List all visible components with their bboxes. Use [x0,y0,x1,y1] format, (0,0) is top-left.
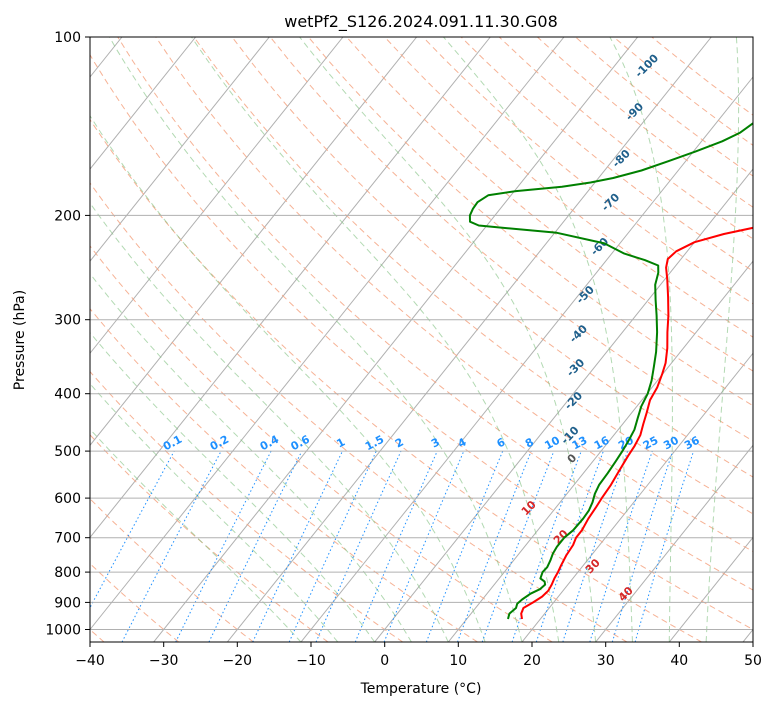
y-tick-label: 200 [54,208,81,224]
plot-frame [89,36,754,643]
moist-adiabat-line [609,37,673,642]
mixing-ratio-line [511,450,582,642]
x-tick-label: −20 [223,653,253,669]
dry-adiabat-line [308,37,753,407]
mixing-ratio-line [175,450,272,642]
x-tick-label: 0 [380,653,389,669]
x-tick-label: 40 [670,653,688,669]
dry-adiabat-line [90,434,329,642]
x-tick-label: −10 [296,653,326,669]
dry-adiabat-line [90,562,180,642]
dry-adiabat-line [90,370,404,642]
moist-adiabat-line [705,37,740,642]
dry-adiabat-line [90,53,753,631]
dry-adiabat-line [117,37,753,591]
y-axis-label: Pressure (hPa) [12,290,28,390]
mixing-ratio-line [634,450,695,642]
mixing-ratio-line [90,450,175,609]
isotherm-line [90,37,418,447]
isotherm-line [668,536,753,642]
dry-adiabat-line [346,37,753,372]
mixing-ratio-line [315,450,402,642]
dry-adiabat-line [90,307,478,642]
mixing-ratio-label: 16 [592,434,612,453]
mixing-ratio-line [425,450,504,642]
y-tick-label: 100 [54,30,81,46]
mixing-ratio-label: 25 [641,434,661,453]
mixing-ratio-line [611,450,674,642]
mixing-ratio-line [383,450,465,642]
mixing-ratio-line [562,450,629,642]
isotherm-line [521,352,753,642]
mixing-ratio-line [535,450,604,642]
x-tick-label: −40 [75,653,105,669]
isotherm-line [90,37,197,170]
y-tick-label: 900 [54,595,81,611]
mixing-ratio-line [208,450,303,642]
isotherm-line [447,260,753,642]
moist-adiabat-line [90,202,449,642]
y-tick-label: 600 [54,491,81,507]
isotherm-line [374,168,753,642]
mixing-ratio-label: 10 [542,434,562,453]
y-tick-label: 800 [54,565,81,581]
moist-adiabat-line [90,383,339,642]
mixing-ratio-label: 13 [570,434,590,453]
mixing-ratio-line [457,450,532,642]
y-tick-label: 700 [54,531,81,547]
dry-adiabat-line [90,118,702,642]
moist-adiabat-line [191,37,560,642]
isotherm-line [90,37,491,539]
moist-adiabat-line [90,272,412,642]
x-tick-label: 50 [744,653,762,669]
y-tick-label: 400 [54,387,81,403]
mixing-ratio-line [481,450,555,642]
mixing-ratio-line [589,450,653,642]
mixing-ratio-line [354,450,438,642]
moist-adiabat-line [108,37,523,642]
isotherm-line [595,444,753,642]
background-lines [90,37,753,642]
dry-adiabat-line [90,182,628,642]
temperature-line [520,226,753,620]
dewpoint-line [468,122,753,620]
x-axis-label: Temperature (°C) [360,681,482,697]
plot-background [90,37,753,642]
mixing-ratio-label: 36 [682,434,702,453]
dry-adiabat-line [155,37,753,553]
x-tick-label: −30 [149,653,179,669]
isotherm-line [153,37,639,642]
dry-adiabat-line [193,37,753,515]
mixing-ratio-label: 30 [661,434,681,453]
moist-adiabat-line [90,114,486,642]
y-tick-label: 300 [54,313,81,329]
moist-adiabat-line [90,331,376,642]
x-axis: −40 −30 −20 −10 0 10 20 30 40 50 [75,642,762,669]
isotherm-line [90,37,344,355]
sounding-series [468,122,753,620]
isotherm-line [90,37,270,262]
dry-adiabat-line [384,37,753,338]
moist-adiabat-line [299,37,597,642]
y-tick-label: 1000 [45,623,81,639]
chart-title: wetPf2_S126.2024.091.11.30.G08 [284,12,558,32]
y-tick-label: 500 [54,444,81,460]
isotherm-line [90,37,565,631]
y-axis: 100 200 300 400 500 600 700 800 900 1000 [45,30,90,639]
x-tick-label: 20 [523,653,541,669]
x-tick-label: 10 [449,653,467,669]
dry-adiabat-line [90,245,553,642]
pressure-gridlines [90,37,753,630]
x-tick-label: 30 [597,653,615,669]
isotherm-line [226,37,712,642]
moist-adiabat-line [443,37,633,642]
